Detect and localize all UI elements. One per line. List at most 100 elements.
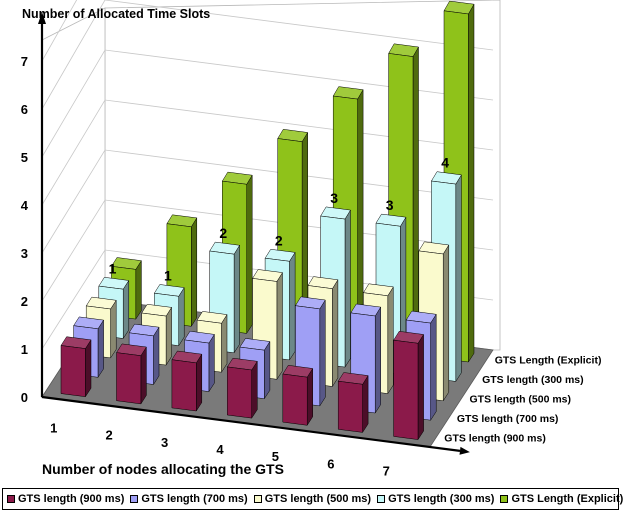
bar (171, 350, 203, 412)
legend-swatch (130, 495, 139, 503)
bar-front (393, 339, 419, 440)
y-tick-label: 6 (21, 102, 28, 117)
bar-side (110, 299, 117, 359)
depth-tick-label: GTS length (900 ms) (444, 432, 546, 444)
bar-side (191, 217, 198, 328)
chart-bars (60, 0, 475, 441)
bar-side (417, 333, 424, 441)
bar-data-label: 3 (330, 190, 338, 206)
bar-data-label: 4 (441, 155, 449, 171)
bar-side (153, 326, 160, 386)
chart-axes (38, 12, 470, 455)
legend-item: GTS Length (Explicit) (500, 493, 623, 505)
y-tick-label: 5 (21, 150, 28, 165)
legend-label: GTS Length (Explicit) (511, 493, 624, 505)
bar (209, 241, 241, 354)
bar-data-label: 3 (386, 197, 394, 213)
x-tick-label: 5 (272, 449, 279, 464)
y-tick-label: 4 (21, 198, 29, 213)
bar-side (165, 306, 172, 366)
bar (393, 331, 425, 441)
bar-data-label: 1 (109, 260, 117, 276)
legend-item: GTS length (900 ms) (7, 493, 124, 505)
depth-tick-label: GTS length (700 ms) (457, 413, 559, 425)
bar-side (306, 367, 313, 427)
y-axis-title: Number of Allocated Time Slots (22, 7, 210, 21)
bar-side (319, 299, 326, 407)
depth-tick-label: GTS length (500 ms) (470, 394, 572, 406)
y-tick-label: 7 (21, 54, 28, 69)
bar-side (276, 271, 283, 381)
y-tick-label: 1 (21, 342, 28, 357)
legend-swatch (377, 495, 386, 503)
bar-side (246, 174, 253, 335)
bar-side (344, 209, 351, 368)
bar-front (282, 373, 308, 426)
y-tick-label: 3 (21, 246, 28, 261)
bar-front (337, 380, 363, 433)
bar-side (430, 313, 437, 422)
x-axis-line (41, 395, 461, 452)
x-tick-label: 2 (105, 428, 112, 443)
bar-side (264, 340, 271, 400)
x-tick-label: 1 (50, 421, 57, 436)
legend-swatch (253, 495, 262, 503)
legend-item: GTS length (700 ms) (130, 493, 248, 505)
gridline (41, 249, 494, 350)
legend-swatch (7, 495, 15, 503)
bar-side (178, 286, 185, 347)
x-axis-title: Number of nodes allocating the GTS (42, 461, 284, 477)
x-tick-label: 6 (327, 456, 334, 471)
bar-side (374, 306, 381, 414)
bar-side (387, 286, 394, 395)
x-axis-arrow (459, 446, 470, 455)
gridline (41, 199, 494, 302)
bar (116, 343, 147, 405)
gridline (41, 49, 494, 158)
chart-legend: GTS length (900 ms) GTS length (700 ms) GT… (2, 488, 623, 510)
depth-tick-label: GTS length (300 ms) (482, 374, 584, 386)
bar-side (208, 333, 215, 393)
bar (60, 336, 92, 398)
bar-side (85, 339, 92, 398)
bar-front (60, 345, 86, 397)
bar-side (412, 46, 419, 356)
legend-swatch (500, 495, 509, 503)
x-tick-label: 4 (216, 442, 224, 457)
bar-data-label: 2 (275, 232, 283, 248)
bar-side (455, 174, 462, 383)
bar-data-label: 1 (164, 268, 172, 284)
gridline (41, 99, 494, 206)
bar-side (332, 278, 339, 388)
bar-side (196, 353, 203, 412)
bar-front (227, 366, 252, 419)
bar (282, 365, 314, 427)
bar-side (362, 374, 369, 434)
bar-side (442, 244, 450, 402)
legend-item: GTS length (500 ms) (253, 493, 371, 505)
bar-side (221, 313, 228, 374)
bar-data-label: 2 (219, 225, 227, 241)
chart-labels: 1 1 2 2 3 3 4 0 1 2 3 4 5 6 7 1 2 3 4 5 6 7 GTS Length (Explic… (21, 7, 602, 478)
bar (337, 372, 369, 434)
legend-label: GTS length (700 ms) (141, 493, 248, 505)
bar-front (171, 359, 197, 412)
legend-label: GTS length (900 ms) (18, 493, 125, 505)
bar (226, 357, 258, 419)
gridline (41, 0, 493, 62)
depth-tick-label: GTS Length (Explicit) (495, 355, 602, 367)
gridline (41, 0, 494, 110)
legend-item: GTS length (300 ms) (377, 493, 494, 505)
x-tick-label: 7 (383, 463, 390, 478)
bar-side (135, 259, 142, 320)
gridline (41, 149, 494, 254)
chart-plot: 1 1 2 2 3 3 4 0 1 2 3 4 5 6 7 1 2 3 4 5 6 7 GTS Length (Explic… (21, 0, 602, 478)
bar-side (251, 360, 258, 419)
bar-side (468, 3, 475, 363)
x-tick-label: 3 (161, 435, 168, 450)
chart-gridlines (41, 0, 494, 350)
bar-side (289, 251, 296, 361)
bar-side (97, 319, 104, 379)
y-tick-label: 0 (21, 390, 28, 405)
